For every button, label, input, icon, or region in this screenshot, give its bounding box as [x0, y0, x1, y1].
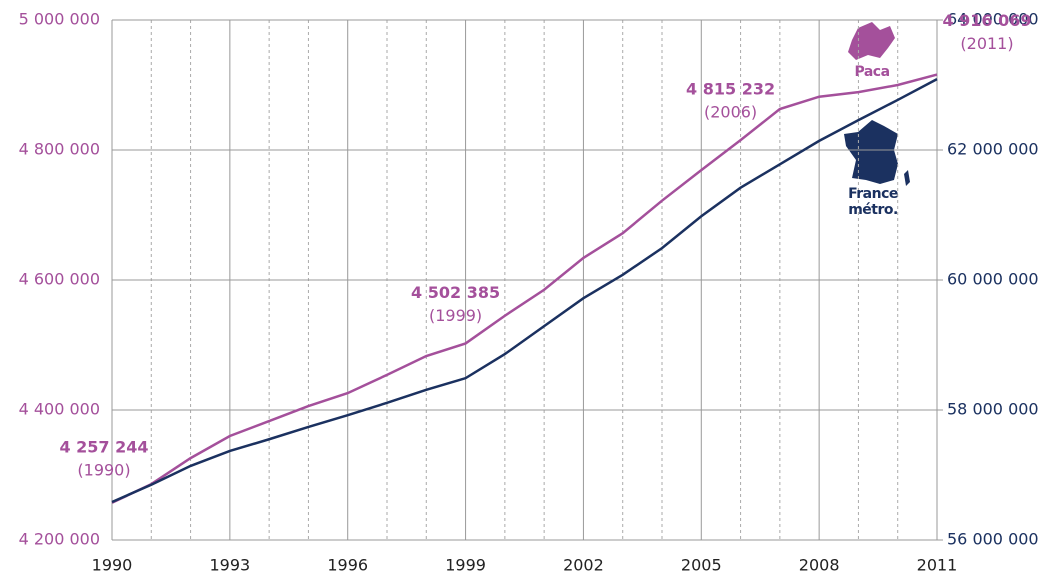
paca-map	[848, 22, 895, 60]
x-tick-label: 2002	[563, 556, 604, 575]
y-tick-label: 4 800 000	[19, 140, 100, 159]
y2-tick-label: 56 000 000	[947, 530, 1039, 549]
annotation-value: 4 257 244	[59, 437, 148, 456]
annotation-value: 4 916 069	[942, 11, 1031, 30]
annotation-value: 4 815 232	[686, 80, 775, 99]
y-tick-label: 5 000 000	[19, 10, 100, 29]
y2-tick-label: 60 000 000	[947, 270, 1039, 289]
y-tick-label: 4 400 000	[19, 400, 100, 419]
y2-tick-label: 62 000 000	[947, 140, 1039, 159]
x-tick-label: 1990	[92, 556, 133, 575]
france-map	[844, 120, 910, 186]
x-tick-label: 1999	[445, 556, 486, 575]
annotation-year: (1999)	[429, 306, 482, 325]
y2-tick-label: 58 000 000	[947, 400, 1039, 419]
series-line	[111, 78, 938, 504]
x-tick-label: 2011	[917, 556, 958, 575]
annotation-value: 4 502 385	[411, 283, 500, 302]
legend-france: France métro.	[848, 186, 898, 218]
annotation-year: (2006)	[704, 103, 757, 122]
annotation-year: (2011)	[960, 34, 1013, 53]
series-line	[111, 73, 938, 504]
y2-tick-label: 64 000 000	[947, 10, 1039, 29]
legend-paca: Paca	[854, 64, 890, 80]
x-tick-label: 1996	[327, 556, 368, 575]
annotation-year: (1990)	[77, 460, 130, 479]
x-tick-label: 2008	[799, 556, 840, 575]
y-tick-label: 4 200 000	[19, 530, 100, 549]
y-tick-label: 4 600 000	[19, 270, 100, 289]
x-tick-label: 2005	[681, 556, 722, 575]
x-tick-label: 1993	[209, 556, 250, 575]
